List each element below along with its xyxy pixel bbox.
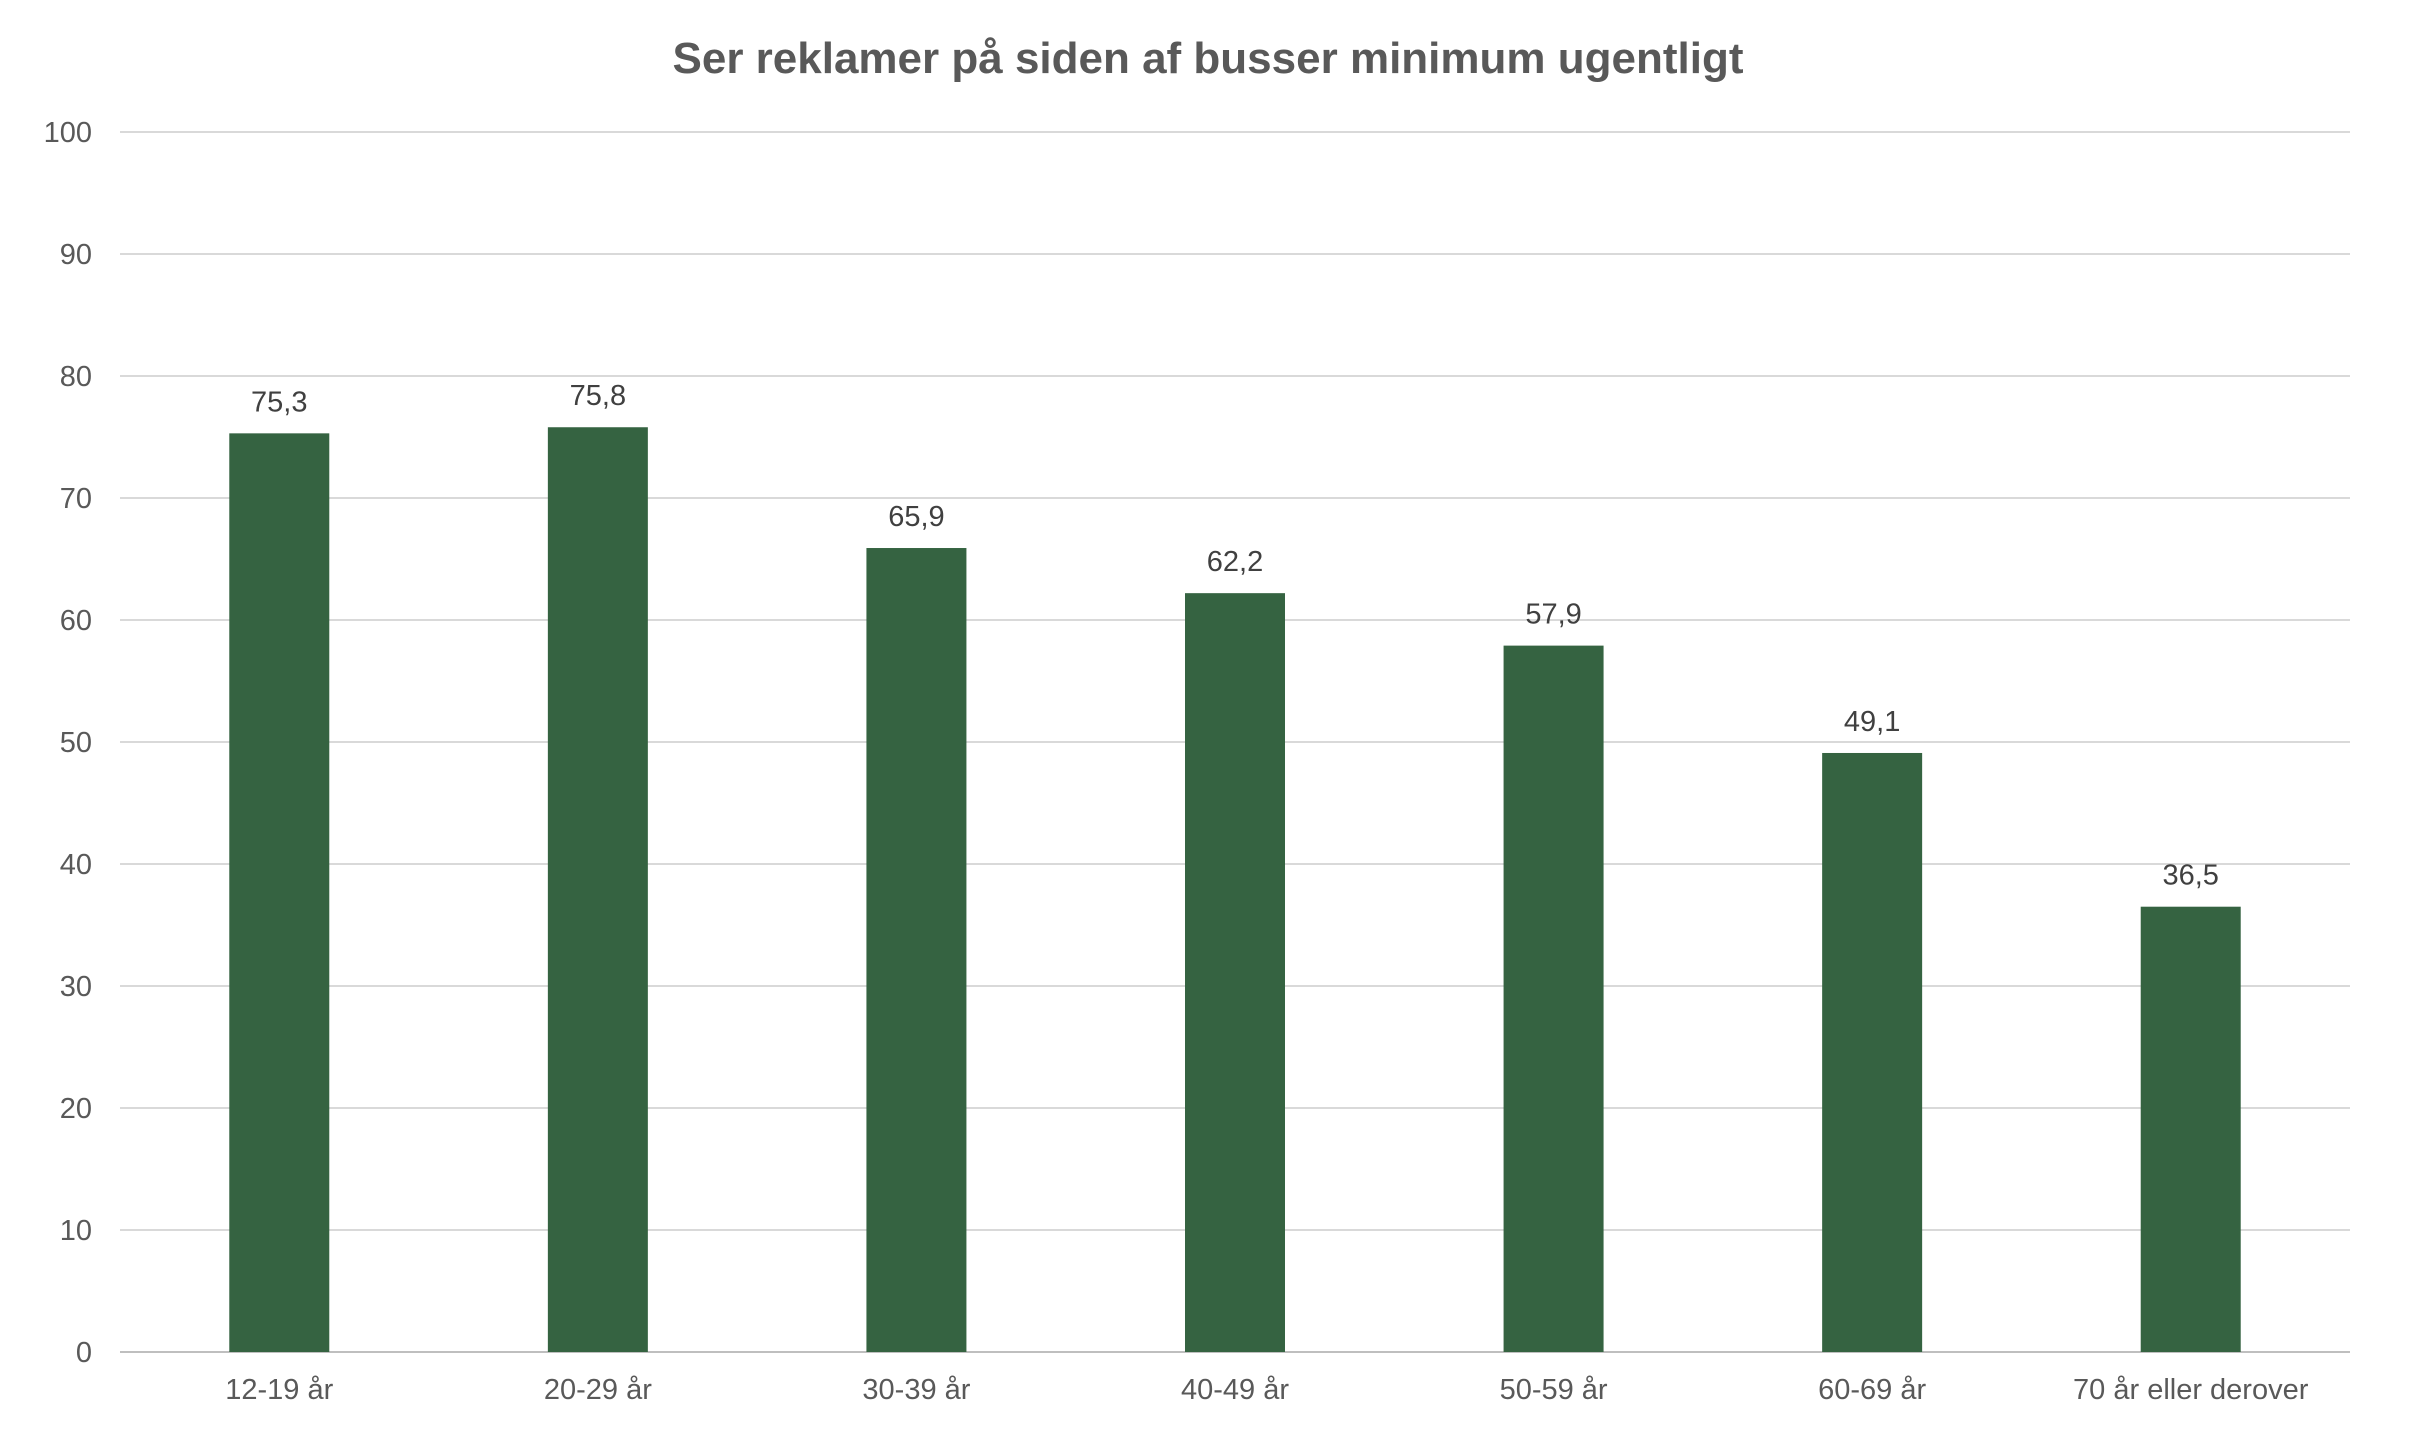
y-tick-label: 10 [60, 1215, 92, 1247]
x-tick-label: 12-19 år [225, 1374, 333, 1406]
y-tick-label: 20 [60, 1093, 92, 1125]
x-tick-label: 50-59 år [1500, 1374, 1608, 1406]
data-label: 49,1 [1844, 706, 1900, 738]
y-axis-ticks: 0 10 20 30 40 50 60 70 80 90 100 [44, 117, 92, 1369]
bar [1503, 645, 1604, 1352]
bars [229, 427, 2241, 1353]
data-label: 57,9 [1525, 599, 1581, 631]
y-tick-label: 80 [60, 361, 92, 393]
y-tick-label: 100 [44, 117, 92, 149]
x-tick-label: 40-49 år [1181, 1374, 1289, 1406]
chart-title: Ser reklamer på siden af busser minimum … [672, 34, 1744, 83]
bar [229, 433, 330, 1353]
y-tick-label: 0 [76, 1337, 92, 1369]
bar [547, 427, 648, 1352]
data-label: 65,9 [888, 501, 944, 533]
bar [2140, 906, 2241, 1352]
x-tick-label: 20-29 år [544, 1374, 652, 1406]
data-label: 75,3 [251, 386, 307, 418]
bar [1185, 593, 1285, 1352]
y-tick-label: 70 [60, 483, 92, 515]
bar [866, 548, 967, 1352]
x-tick-label: 70 år eller derover [2073, 1374, 2309, 1406]
y-tick-label: 90 [60, 239, 92, 271]
data-label: 62,2 [1207, 546, 1263, 578]
x-axis-ticks: 12-19 år 20-29 år 30-39 år 40-49 år 50-59 år… [225, 1374, 2308, 1406]
y-tick-label: 30 [60, 971, 92, 1003]
x-tick-label: 30-39 år [862, 1374, 970, 1406]
data-labels: 75,3 75,8 65,9 62,2 57,9 49,1 36,5 [251, 380, 2219, 891]
bar [1822, 752, 1923, 1352]
data-label: 75,8 [570, 380, 626, 412]
y-tick-label: 60 [60, 605, 92, 637]
data-label: 36,5 [2162, 860, 2218, 892]
x-tick-label: 60-69 år [1818, 1374, 1926, 1406]
y-tick-label: 40 [60, 849, 92, 881]
y-tick-label: 50 [60, 727, 92, 759]
